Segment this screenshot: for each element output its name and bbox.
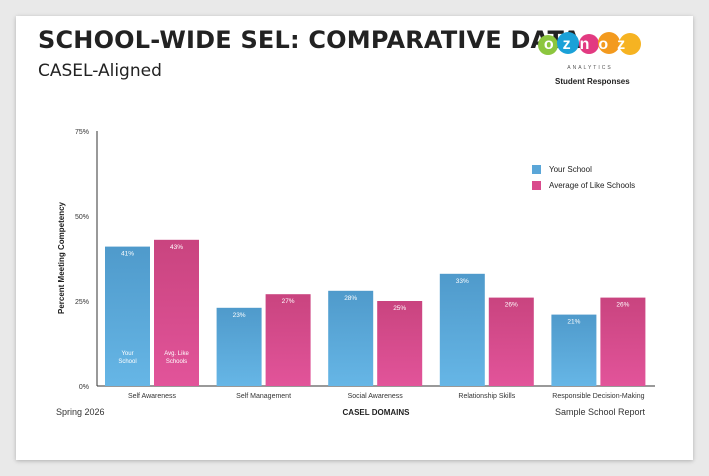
- legend-label-your-school: Your School: [549, 165, 592, 174]
- x-tick-label: Social Awareness: [348, 393, 404, 400]
- bar-value-label: 26%: [505, 302, 518, 309]
- oznoz-logo: oznoz ANALYTICS: [538, 32, 641, 71]
- bar-annotation: Avg. Like: [164, 351, 189, 357]
- bar-annotation: Your: [121, 351, 133, 357]
- x-tick-label: Self Management: [236, 393, 291, 400]
- bar-like-schools: [488, 297, 534, 386]
- legend-label-like-schools: Average of Like Schools: [549, 181, 636, 190]
- logo-text: oznoz: [544, 36, 634, 53]
- bar-value-label: 33%: [456, 278, 469, 285]
- bar-value-label: 41%: [121, 251, 134, 258]
- bar-value-label: 25%: [393, 305, 406, 312]
- bar-value-label: 26%: [616, 302, 629, 309]
- legend-swatch-like-schools: [532, 181, 541, 190]
- y-tick-label: 50%: [75, 214, 89, 221]
- bar-value-label: 28%: [344, 295, 357, 302]
- x-tick-label: Self Awareness: [128, 393, 177, 400]
- page-subtitle: CASEL-Aligned: [38, 61, 162, 81]
- bar-annotation: Schools: [166, 359, 187, 365]
- logo-subtext: ANALYTICS: [567, 65, 612, 71]
- bar-your-school: [216, 307, 262, 386]
- bar-like-schools: [377, 301, 423, 386]
- y-tick-label: 75%: [75, 129, 89, 136]
- legend-your-school: Your School: [532, 165, 592, 174]
- y-tick-label: 0%: [79, 384, 89, 391]
- bar-value-label: 23%: [233, 312, 246, 319]
- bar-like-schools: [265, 294, 311, 386]
- bar-your-school: [551, 314, 597, 386]
- bar-your-school: [328, 290, 374, 386]
- bar-value-label: 43%: [170, 244, 183, 251]
- bar-your-school: [105, 246, 150, 386]
- student-responses-label: Student Responses: [555, 77, 630, 86]
- bar-annotation: School: [118, 359, 136, 365]
- y-tick-label: 25%: [75, 299, 89, 306]
- x-tick-label: Relationship Skills: [458, 393, 515, 400]
- footer-date: Spring 2026: [56, 407, 105, 417]
- bar-like-schools: [154, 239, 199, 386]
- x-axis-title: CASEL DOMAINS: [343, 408, 411, 417]
- bar-like-schools: [600, 297, 646, 386]
- legend-swatch-your-school: [532, 165, 541, 174]
- y-axis-title: Percent Meeting Competency: [57, 201, 66, 314]
- page-title: SCHOOL-WIDE SEL: COMPARATIVE DATA: [38, 26, 581, 54]
- x-tick-label: Responsible Decision-Making: [552, 393, 644, 400]
- footer-report-name: Sample School Report: [554, 407, 645, 417]
- legend-like-schools: Average of Like Schools: [532, 181, 635, 190]
- bar-your-school: [439, 273, 485, 386]
- bar-value-label: 21%: [567, 319, 580, 326]
- bar-value-label: 27%: [282, 298, 295, 305]
